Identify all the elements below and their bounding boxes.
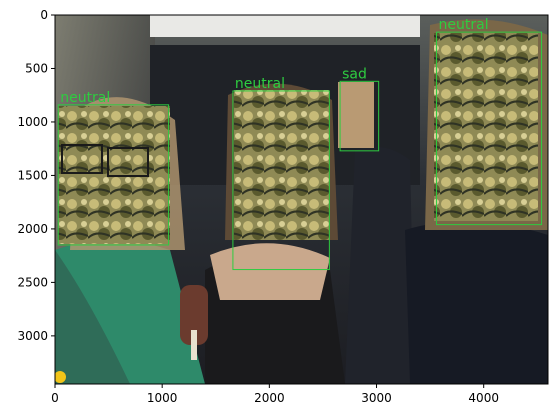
detection-box [339, 80, 380, 152]
photo [55, 15, 548, 384]
detection-layer: neutral neutral sad neutral [57, 17, 543, 271]
y-tick-label: 1500 [17, 168, 48, 182]
detection-box [436, 31, 543, 226]
y-axis: 0 500 1000 1500 2000 2500 3000 [17, 8, 55, 343]
y-tick-label: 2500 [17, 275, 48, 289]
detection-label: neutral [60, 90, 110, 106]
detection-label: sad [342, 66, 367, 82]
detection-label: neutral [235, 76, 285, 92]
y-tick-label: 500 [25, 61, 48, 75]
x-tick-label: 2000 [254, 391, 285, 405]
x-tick-label: 3000 [361, 391, 392, 405]
detection-box [57, 104, 170, 246]
x-tick-label: 1000 [147, 391, 178, 405]
y-tick-label: 2000 [17, 222, 48, 236]
x-axis: 0 1000 2000 3000 4000 [51, 384, 499, 405]
x-tick-label: 4000 [468, 391, 499, 405]
y-tick-label: 1000 [17, 115, 48, 129]
x-tick-label: 0 [51, 391, 59, 405]
detection-box [232, 90, 330, 271]
detection-label: neutral [439, 17, 489, 33]
y-tick-label: 0 [40, 8, 48, 22]
y-tick-label: 3000 [17, 329, 48, 343]
axes-frame [54, 14, 549, 385]
